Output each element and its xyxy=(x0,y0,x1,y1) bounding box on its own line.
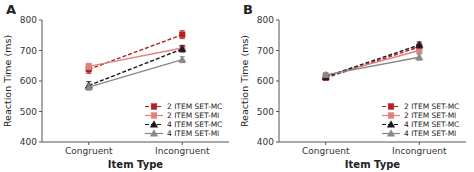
series-line xyxy=(326,45,420,77)
legend-marker xyxy=(150,130,157,136)
x-tick-label: Incongruent xyxy=(392,146,447,156)
legend: 2 ITEM SET-MC2 ITEM SET-MI4 ITEM SET-MC4… xyxy=(145,102,222,138)
point xyxy=(416,54,423,60)
legend-marker xyxy=(388,113,394,119)
legend-marker xyxy=(151,113,157,119)
point xyxy=(179,56,186,62)
y-tick-label: 600 xyxy=(257,76,274,86)
legend-entry: 2 ITEM SET-MC xyxy=(382,102,459,111)
legend-entry: 2 ITEM SET-MI xyxy=(145,111,219,120)
x-tick-label: Congruent xyxy=(302,146,350,156)
point xyxy=(179,32,185,38)
legend-label: 2 ITEM SET-MI xyxy=(167,111,219,120)
y-tick xyxy=(39,142,42,143)
y-tick xyxy=(276,81,279,82)
legend-marker xyxy=(387,130,394,136)
point xyxy=(179,45,185,51)
point xyxy=(86,64,92,70)
series-line xyxy=(326,57,420,75)
y-tick xyxy=(276,50,279,51)
y-tick xyxy=(276,20,279,21)
x-tick xyxy=(182,142,183,145)
x-axis-label: Item Type xyxy=(108,159,163,170)
series xyxy=(323,47,422,78)
legend-label: 4 ITEM SET-MC xyxy=(404,120,459,129)
error-bar xyxy=(417,47,422,53)
y-tick xyxy=(39,111,42,112)
series-line xyxy=(89,49,183,86)
legend-marker xyxy=(150,121,157,127)
figure: A 400 500 600 700 800 Congruent Incongruent Item… xyxy=(0,0,474,172)
legend-label: 2 ITEM SET-MI xyxy=(404,111,456,120)
y-tick-label: 700 xyxy=(257,46,274,56)
x-tick xyxy=(419,142,420,145)
point xyxy=(416,41,423,47)
error-bar-cap xyxy=(86,73,91,74)
point xyxy=(322,71,329,77)
x-tick xyxy=(325,142,326,145)
panel-label: B xyxy=(243,2,253,17)
y-tick xyxy=(39,50,42,51)
y-tick xyxy=(276,111,279,112)
legend-label: 4 ITEM SET-MI xyxy=(404,129,456,138)
error-bar xyxy=(86,63,91,69)
x-axis xyxy=(279,142,466,143)
y-tick-label: 400 xyxy=(20,137,37,147)
legend-entry: 2 ITEM SET-MC xyxy=(145,102,222,111)
point xyxy=(179,45,186,51)
y-tick-label: 500 xyxy=(257,107,274,117)
error-bar-cap xyxy=(180,38,185,39)
point xyxy=(416,48,422,54)
legend-label: 2 ITEM SET-MC xyxy=(167,102,222,111)
series xyxy=(323,43,422,81)
legend: 2 ITEM SET-MC2 ITEM SET-MI4 ITEM SET-MC4… xyxy=(382,102,459,138)
legend-entry: 2 ITEM SET-MI xyxy=(382,111,456,120)
y-tick xyxy=(39,20,42,21)
y-tick-label: 600 xyxy=(20,76,37,86)
legend-label: 2 ITEM SET-MC xyxy=(404,102,459,111)
series xyxy=(322,41,423,79)
y-tick-label: 800 xyxy=(20,15,37,25)
y-tick-label: 700 xyxy=(20,46,37,56)
legend-marker xyxy=(151,104,157,110)
legend-entry: 4 ITEM SET-MI xyxy=(382,129,456,138)
x-tick-label: Congruent xyxy=(65,146,113,156)
error-bar-cap xyxy=(180,30,185,31)
y-tick-label: 800 xyxy=(257,15,274,25)
y-tick-label: 400 xyxy=(257,137,274,147)
series xyxy=(85,56,186,90)
x-axis-label: Item Type xyxy=(345,159,400,170)
series-line xyxy=(326,47,420,78)
plot-area xyxy=(322,41,423,80)
series xyxy=(85,45,186,89)
y-axis-label: Reaction Time (ms) xyxy=(2,35,13,127)
x-tick-label: Incongruent xyxy=(155,146,210,156)
x-axis xyxy=(42,142,229,143)
legend-marker xyxy=(387,121,394,127)
legend-entry: 4 ITEM SET-MC xyxy=(382,120,459,129)
panel-label: A xyxy=(6,2,16,17)
y-axis-label: Reaction Time (ms) xyxy=(239,35,250,127)
legend-label: 4 ITEM SET-MC xyxy=(167,120,222,129)
legend-marker xyxy=(388,104,394,110)
y-tick xyxy=(39,81,42,82)
y-tick xyxy=(276,142,279,143)
series xyxy=(86,45,185,69)
panel: B 400 500 600 700 800 Congruent Incongruent Item… xyxy=(239,2,466,170)
plot-area xyxy=(85,31,186,90)
point xyxy=(85,83,92,89)
series-line xyxy=(89,60,183,87)
y-tick-label: 500 xyxy=(20,107,37,117)
legend-label: 4 ITEM SET-MI xyxy=(167,129,219,138)
series-line xyxy=(326,51,420,76)
series xyxy=(322,54,423,78)
panel: A 400 500 600 700 800 Congruent Incongruent Item… xyxy=(2,2,229,170)
error-bar xyxy=(180,31,185,39)
x-tick xyxy=(88,142,89,145)
legend-entry: 4 ITEM SET-MC xyxy=(145,120,222,129)
legend-entry: 4 ITEM SET-MI xyxy=(145,129,219,138)
